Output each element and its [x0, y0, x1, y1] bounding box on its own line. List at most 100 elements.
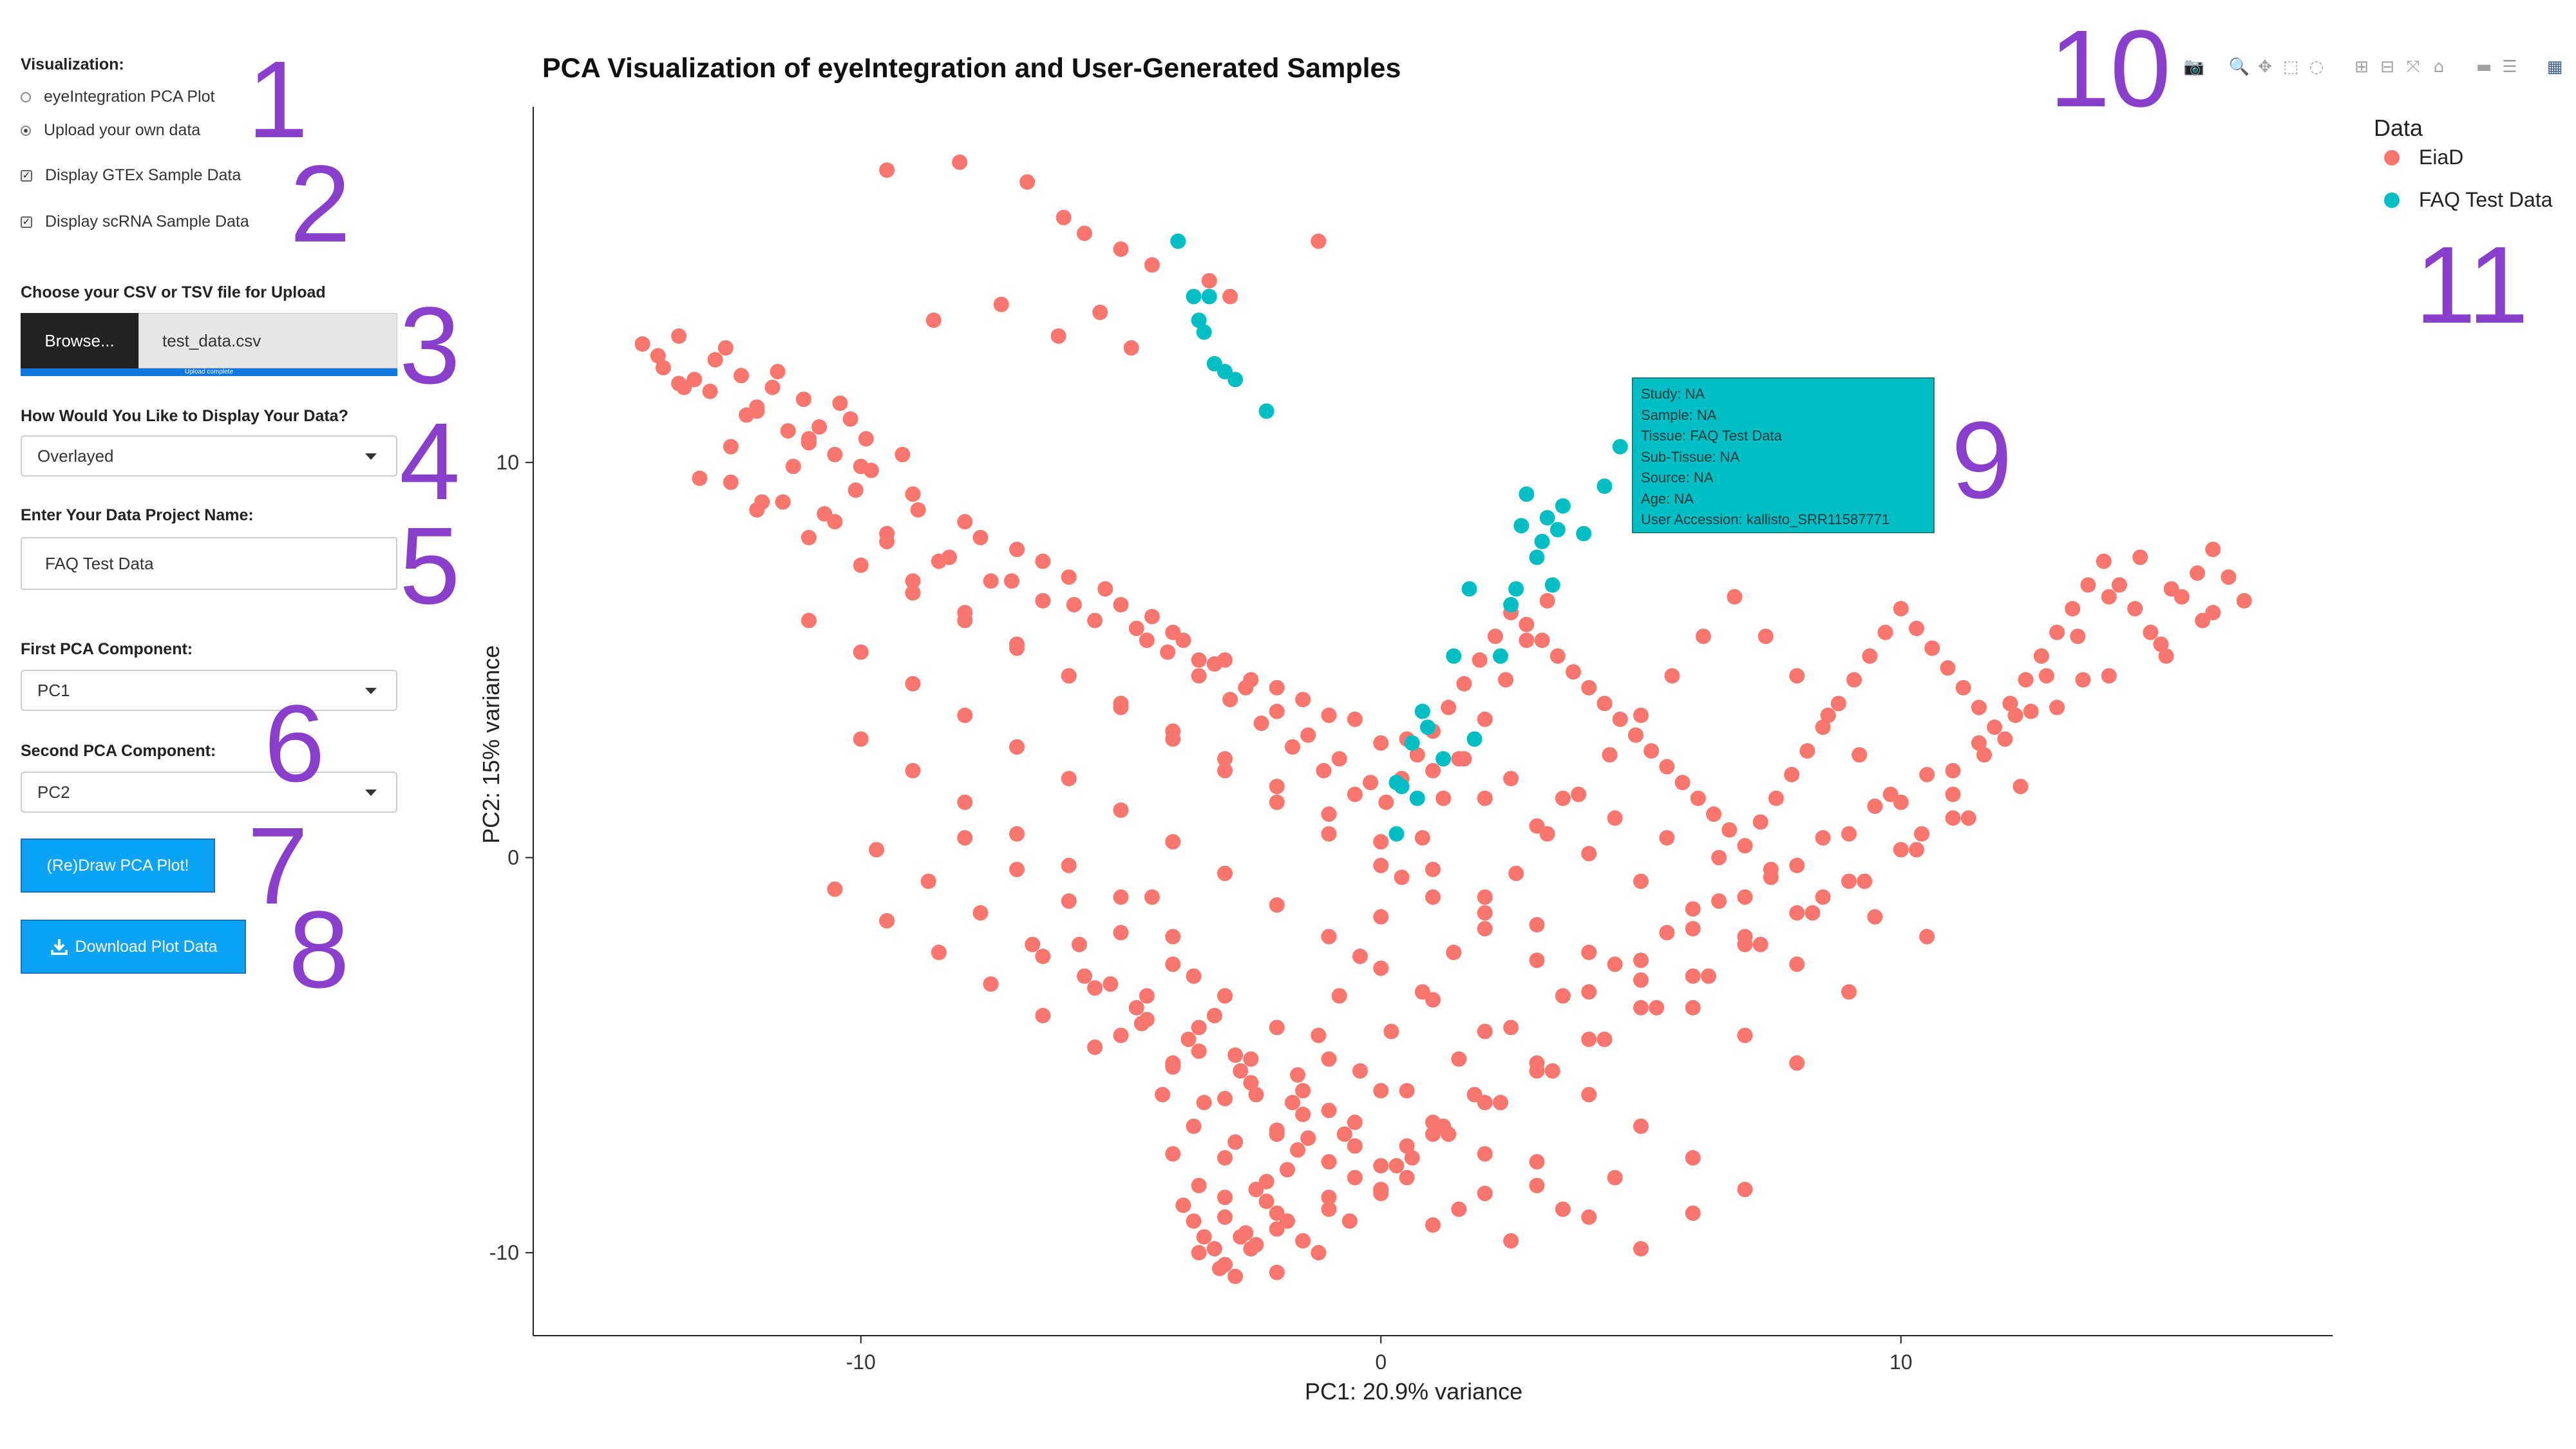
eiad-point	[1633, 972, 1649, 988]
plotly-modebar: 📷 🔍 ✥ ⬚ ◌ ⊞ ⊟ ⤧ ⌂ ▬ ☰ ▦	[2183, 55, 2566, 79]
eiad-point	[1477, 1146, 1493, 1162]
eiad-point	[1035, 592, 1051, 609]
project-name-input[interactable]	[21, 537, 397, 590]
radio-eyeintegration-pca[interactable]: eyeIntegration PCA Plot	[21, 88, 214, 106]
radio-button-selected-icon[interactable]	[21, 125, 31, 136]
zoom-out-icon[interactable]: ⊟	[2380, 57, 2394, 77]
eiad-point	[1768, 790, 1784, 806]
eiad-point	[1269, 1122, 1285, 1138]
checkbox-gtex[interactable]: ✓ Display GTEx Sample Data	[21, 166, 241, 185]
file-name-field[interactable]: test_data.csv	[138, 313, 397, 368]
eiad-point	[1155, 1086, 1171, 1103]
eiad-point	[1217, 1150, 1233, 1166]
eiad-point	[1529, 818, 1545, 834]
eiad-point	[1269, 1264, 1285, 1280]
faq-test-point	[1466, 731, 1482, 747]
eiad-point	[1284, 739, 1300, 755]
zoom-icon[interactable]: 🔍	[2228, 57, 2250, 77]
redraw-pca-button[interactable]: (Re)Draw PCA Plot!	[21, 838, 215, 893]
eiad-point	[1841, 826, 1857, 842]
checkbox-checked-icon[interactable]: ✓	[21, 216, 32, 228]
compare-hover-icon[interactable]: ☰	[2502, 57, 2517, 77]
eiad-point	[1227, 1134, 1244, 1150]
annotation-number: 10	[2049, 8, 2172, 130]
autoscale-icon[interactable]: ⤧	[2406, 57, 2420, 77]
reset-axes-icon[interactable]: ⌂	[2433, 57, 2445, 77]
eiad-point	[655, 359, 671, 375]
eiad-point	[2143, 624, 2159, 640]
eiad-point	[1165, 929, 1181, 945]
legend-item-eiad[interactable]: EiaD	[2384, 146, 2463, 169]
eiad-point	[853, 557, 869, 573]
eiad-point	[1841, 984, 1857, 1000]
eiad-point	[1425, 1217, 1441, 1233]
eiad-point	[993, 296, 1009, 312]
eiad-point	[1581, 1086, 1597, 1103]
eiad-point	[832, 395, 848, 412]
second-pc-select[interactable]: PC2	[21, 772, 397, 813]
radio-button-icon[interactable]	[21, 91, 31, 102]
zoom-in-icon[interactable]: ⊞	[2354, 57, 2369, 77]
eiad-point	[634, 336, 650, 352]
eiad-point	[2012, 779, 2029, 795]
eiad-point	[1019, 174, 1036, 190]
faq-test-point	[1227, 372, 1244, 388]
faq-test-point	[1492, 648, 1508, 664]
eiad-point	[1123, 340, 1139, 356]
eiad-point	[1914, 826, 1930, 842]
eiad-point	[1477, 1186, 1493, 1202]
eiad-point	[1025, 936, 1041, 952]
eiad-point	[1659, 925, 1675, 941]
faq-test-point	[1612, 439, 1628, 455]
eiad-point	[1206, 1008, 1222, 1024]
eiad-point	[1175, 1197, 1191, 1213]
eiad-point	[1846, 672, 1862, 688]
eiad-point	[1451, 1051, 1467, 1067]
eiad-point	[1284, 1095, 1300, 1111]
box-select-icon[interactable]: ⬚	[2282, 57, 2299, 77]
eiad-point	[983, 573, 999, 589]
spike-lines-icon[interactable]: ▬	[2476, 57, 2492, 77]
eiad-point	[1071, 936, 1087, 952]
eiad-point	[1649, 999, 1665, 1016]
eiad-point	[1373, 1182, 1389, 1198]
eiad-point	[853, 459, 869, 475]
browse-button[interactable]: Browse...	[21, 313, 138, 368]
eiad-point	[1227, 1047, 1244, 1063]
eiad-point	[1186, 1118, 1202, 1134]
eiad-point	[1607, 810, 1623, 826]
eiad-point	[1217, 1090, 1233, 1106]
eiad-point	[972, 905, 989, 921]
eiad-point	[650, 348, 666, 364]
eiad-point	[1737, 838, 1753, 854]
eiad-point	[1607, 1170, 1623, 1186]
eiad-point	[983, 976, 999, 992]
annotation-number: 1	[247, 39, 308, 161]
plotly-logo-icon[interactable]: ▦	[2546, 57, 2563, 77]
eiad-point	[1003, 573, 1019, 589]
eiad-point	[1165, 834, 1181, 850]
eiad-point	[1113, 925, 1129, 941]
eiad-point	[800, 431, 817, 447]
eiad-point	[1009, 640, 1025, 656]
radio-upload-own-data[interactable]: Upload your own data	[21, 121, 200, 140]
eiad-point	[1009, 862, 1025, 878]
pan-icon[interactable]: ✥	[2258, 57, 2272, 77]
lasso-icon[interactable]: ◌	[2309, 57, 2324, 77]
eiad-point	[1113, 696, 1129, 712]
checkbox-checked-icon[interactable]: ✓	[21, 169, 32, 182]
faq-test-point	[1409, 790, 1425, 806]
eiad-point	[1092, 305, 1108, 321]
eiad-point	[1144, 889, 1160, 905]
camera-icon[interactable]: 📷	[2183, 57, 2205, 77]
eiad-point	[1373, 735, 1389, 751]
checkbox-scrna[interactable]: ✓ Display scRNA Sample Data	[21, 213, 249, 231]
display-mode-select[interactable]: Overlayed	[21, 435, 397, 477]
download-plot-data-button[interactable]: Download Plot Data	[21, 920, 246, 974]
eiad-point	[1893, 601, 1909, 617]
first-pc-select[interactable]: PC1	[21, 670, 397, 711]
x-axis-label: PC1: 20.9% variance	[1305, 1378, 1523, 1405]
legend-item-faq-test-data[interactable]: FAQ Test Data	[2384, 188, 2553, 212]
visualization-label: Visualization:	[21, 55, 124, 73]
